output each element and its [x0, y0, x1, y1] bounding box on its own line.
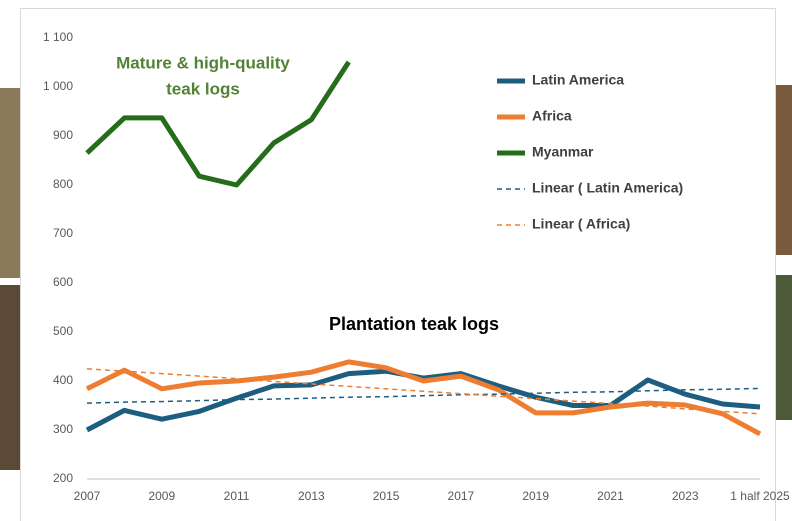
- y-tick-label: 300: [53, 422, 73, 436]
- y-tick-label: 700: [53, 226, 73, 240]
- y-tick-label: 500: [53, 324, 73, 338]
- annotation: Mature & high-quality: [116, 53, 290, 72]
- x-tick-label: 2009: [148, 489, 175, 503]
- x-tick-label: 2015: [373, 489, 400, 503]
- trend-line: [86, 387, 761, 404]
- y-tick-label: 200: [53, 471, 73, 485]
- y-tick-label: 1 000: [43, 79, 73, 93]
- x-tick-label: 2019: [522, 489, 549, 503]
- x-tick-label: 2021: [597, 489, 624, 503]
- x-tick-label: 2017: [448, 489, 475, 503]
- y-tick-label: 800: [53, 177, 73, 191]
- series-line: [85, 60, 351, 188]
- x-tick-label: 2013: [298, 489, 325, 503]
- series-line: [85, 368, 761, 433]
- y-tick-label: 1 100: [43, 30, 73, 44]
- y-tick-label: 900: [53, 128, 73, 142]
- x-tick-label: 2023: [672, 489, 699, 503]
- y-tick-label: 600: [53, 275, 73, 289]
- x-tick-label: 1 half 2025: [730, 489, 790, 503]
- legend-label: Africa: [532, 108, 572, 124]
- chart-frame: [20, 8, 776, 521]
- photo: [0, 88, 22, 278]
- x-tick-label: 2007: [74, 489, 101, 503]
- trend-line: [86, 368, 761, 415]
- legend-label: Linear ( Latin America): [532, 180, 683, 196]
- x-tick-label: 2011: [224, 489, 250, 503]
- y-tick-label: 400: [53, 373, 73, 387]
- legend-label: Latin America: [532, 72, 624, 88]
- series-line: [85, 359, 762, 437]
- legend-label: Linear ( Africa): [532, 216, 630, 232]
- annotation: Plantation teak logs: [329, 314, 499, 334]
- photo: [0, 285, 22, 470]
- annotation: teak logs: [166, 79, 240, 98]
- legend-label: Myanmar: [532, 144, 594, 160]
